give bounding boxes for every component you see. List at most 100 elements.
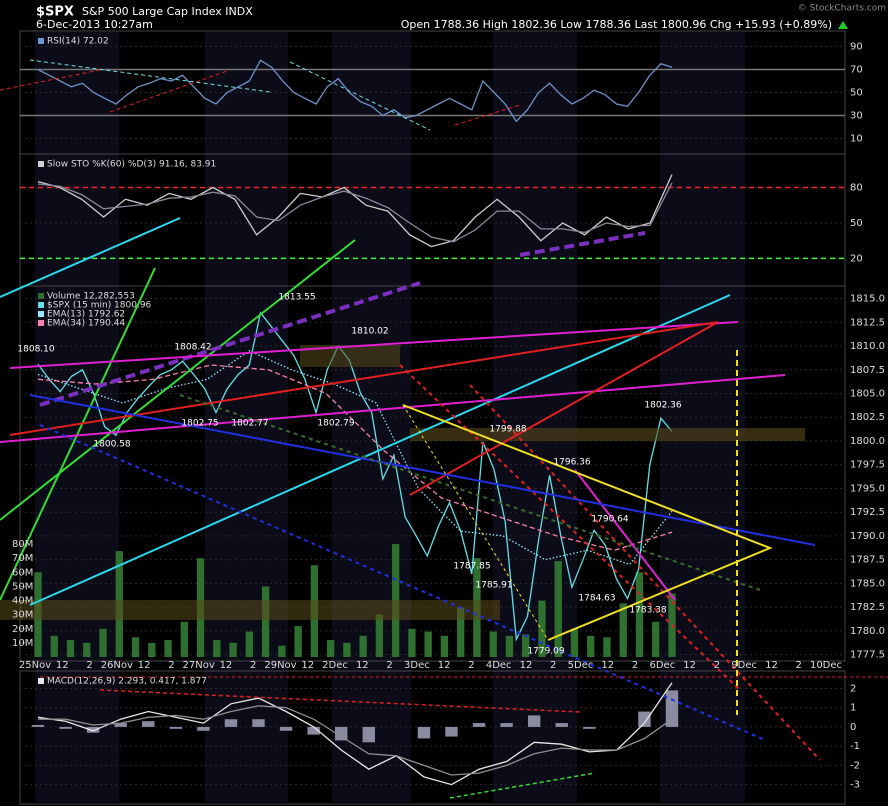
bar [83, 642, 91, 657]
legend-label: Volume 12,282,553 [47, 292, 135, 302]
bar [229, 642, 237, 657]
bar [505, 635, 514, 657]
x-tick-label: 4Dec [486, 660, 512, 671]
trend-line [402, 404, 549, 641]
bar [554, 561, 562, 657]
y2-tick-label: 60M [12, 567, 33, 578]
bar [603, 637, 611, 657]
bar [619, 603, 627, 657]
trend-lines [0, 59, 888, 799]
trend-line [109, 69, 231, 113]
zone [300, 345, 400, 367]
y-tick-label: 70 [850, 65, 863, 76]
bar [213, 640, 221, 657]
price-annotation: 1783.38 [629, 606, 666, 616]
price-annotation: 1784.63 [578, 594, 615, 604]
x-tick-label: 2 [250, 660, 256, 671]
bar [457, 607, 465, 657]
x-tick-label: 2 [386, 660, 392, 671]
x-tick-label: 29Nov [264, 660, 296, 671]
bar [359, 635, 367, 657]
bar [440, 635, 449, 657]
price-annotation: 1802.79 [317, 419, 354, 429]
x-tick-label: 2 [168, 660, 174, 671]
price-annotation: 1799.88 [489, 425, 526, 435]
x-tick-label: 12 [438, 660, 451, 671]
y-tick-label: 1802.5 [850, 412, 885, 423]
price-annotation: 1808.10 [17, 345, 54, 355]
bar [307, 726, 320, 735]
bar [555, 723, 568, 727]
legend-swatch [38, 161, 44, 167]
x-tick-label: 2 [86, 660, 92, 671]
legend-swatch [38, 293, 44, 299]
y2-tick-label: 40M [12, 596, 33, 607]
x-tick-label: 12 [56, 660, 69, 671]
bar [652, 621, 660, 657]
price-annotation: 1813.55 [278, 293, 315, 303]
trend-line [39, 424, 766, 741]
trend-line [9, 321, 719, 436]
y-tick-label: 1787.5 [850, 555, 885, 566]
y-tick-label: 1810.0 [850, 341, 885, 352]
trend-line [469, 384, 821, 761]
price-annotation: 1779.09 [527, 647, 564, 657]
price-annotation: 1802.36 [644, 401, 681, 411]
x-tick-label: 26Nov [101, 660, 133, 671]
trend-line [402, 404, 773, 641]
x-tick-label: 12 [601, 660, 614, 671]
trend-line [449, 772, 596, 799]
x-tick-label: 9Dec [731, 660, 757, 671]
bar [294, 625, 302, 657]
y-tick-label: 50 [850, 218, 863, 229]
bar [500, 723, 513, 727]
x-tick-label: 6Dec [649, 660, 675, 671]
bar [197, 726, 210, 731]
legend-label: EMA(13) 1792.62 [47, 310, 125, 320]
legend-swatch [38, 311, 44, 317]
bar [252, 719, 265, 727]
y-tick-label: 30 [850, 111, 863, 122]
zone [410, 428, 805, 441]
y-tick-label: 1782.5 [850, 602, 885, 613]
y-tick-label: 1807.5 [850, 365, 885, 376]
y-tick-label: 2 [850, 683, 856, 694]
y-tick-label: 1812.5 [850, 317, 885, 328]
bar [570, 628, 579, 657]
bar [522, 634, 530, 657]
y-tick-label: 50 [850, 88, 863, 99]
symbol: $SPX [36, 5, 74, 20]
bar [635, 572, 644, 657]
quote: Open 1788.36 High 1802.36 Low 1788.36 La… [401, 18, 832, 31]
legend-label: RSI(14) 72.02 [47, 37, 109, 47]
y-tick-label: 10 [850, 134, 863, 145]
bar [362, 726, 375, 743]
price-annotation: 1787.85 [453, 562, 490, 572]
x-tick-label: 2 [714, 660, 720, 671]
bar [375, 614, 384, 657]
price-annotation: 1790.64 [591, 515, 628, 525]
trend-line [29, 394, 816, 546]
y-tick-label: 1815.0 [850, 294, 885, 305]
legend-label: EMA(34) 1790.44 [47, 319, 125, 329]
price-annotation: 1808.42 [174, 343, 211, 353]
credit: © StockCharts.com [798, 4, 886, 14]
day-band [660, 32, 745, 802]
legend-swatch [38, 320, 44, 326]
trend-line [99, 689, 581, 713]
bar [538, 600, 546, 657]
bar [472, 723, 486, 727]
x-tick-label: 3Dec [404, 660, 430, 671]
x-tick-label: 2 [468, 660, 474, 671]
bar [335, 726, 348, 741]
y-tick-label: 1797.5 [850, 460, 885, 471]
trend-line [179, 394, 761, 591]
y2-tick-label: 80M [12, 539, 33, 550]
x-tick-label: 12 [683, 660, 696, 671]
y-tick-label: -1 [850, 741, 860, 752]
series-line [37, 350, 673, 566]
price-annotation: 1802.75 [181, 419, 218, 429]
bar [278, 645, 286, 657]
